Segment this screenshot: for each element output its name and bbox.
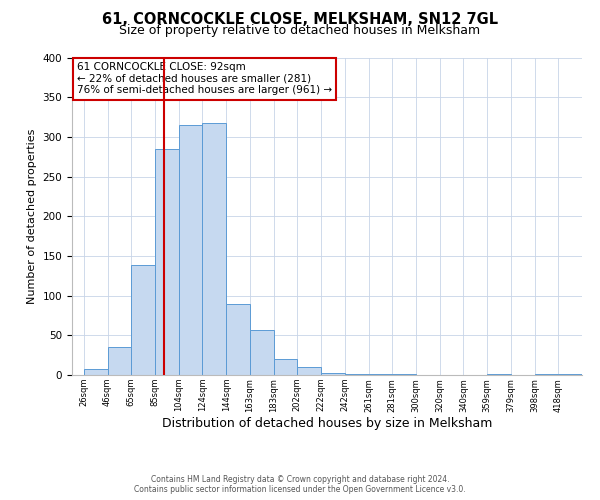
Bar [487, 374, 511, 375]
Bar [345, 374, 368, 375]
Bar [535, 374, 558, 375]
Bar [298, 367, 321, 375]
Text: 61 CORNCOCKLE CLOSE: 92sqm
← 22% of detached houses are smaller (281)
76% of sem: 61 CORNCOCKLE CLOSE: 92sqm ← 22% of deta… [77, 62, 332, 96]
Bar [321, 372, 345, 375]
Bar [179, 125, 202, 375]
Text: 61, CORNCOCKLE CLOSE, MELKSHAM, SN12 7GL: 61, CORNCOCKLE CLOSE, MELKSHAM, SN12 7GL [102, 12, 498, 28]
Bar [558, 374, 582, 375]
Bar [226, 304, 250, 375]
Bar [202, 122, 226, 375]
Bar [368, 374, 392, 375]
Bar [155, 149, 179, 375]
Bar [274, 359, 298, 375]
Bar [107, 347, 131, 375]
X-axis label: Distribution of detached houses by size in Melksham: Distribution of detached houses by size … [162, 417, 492, 430]
Text: Size of property relative to detached houses in Melksham: Size of property relative to detached ho… [119, 24, 481, 37]
Bar [131, 266, 155, 375]
Text: Contains HM Land Registry data © Crown copyright and database right 2024.
Contai: Contains HM Land Registry data © Crown c… [134, 474, 466, 494]
Bar [84, 370, 107, 375]
Y-axis label: Number of detached properties: Number of detached properties [27, 128, 37, 304]
Bar [250, 330, 274, 375]
Bar [392, 374, 416, 375]
